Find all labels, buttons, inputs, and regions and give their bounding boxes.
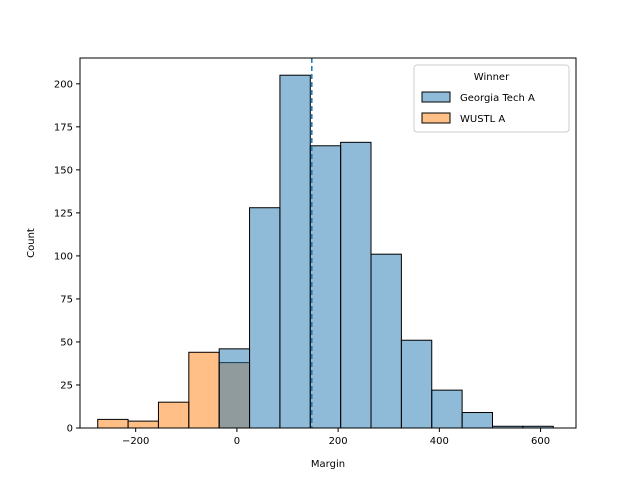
bar-georgia-tech-a-1 xyxy=(249,207,281,429)
bar-georgia-tech-a-6 xyxy=(400,339,433,429)
y-tick-label: 50 xyxy=(60,337,73,348)
bar-georgia-tech-a-8 xyxy=(461,412,493,429)
axes-layer xyxy=(79,57,577,429)
legend-title: Winner xyxy=(474,72,510,83)
legend: Winner Georgia Tech A WUSTL A xyxy=(413,64,570,133)
x-axis-label: Margin xyxy=(311,459,345,470)
x-tick-label: 600 xyxy=(531,436,550,447)
x-tick-label: −200 xyxy=(122,436,149,447)
bar-wustl-a-2 xyxy=(157,401,190,429)
y-tick-label: 175 xyxy=(54,122,73,133)
y-tick-label: 200 xyxy=(54,79,73,90)
bar-georgia-tech-a-0 xyxy=(218,348,251,429)
bar-wustl-a-1 xyxy=(127,420,159,429)
y-tick-label: 75 xyxy=(60,294,73,305)
ticks-layer: −200 0 200 400 600 0 25 50 75 100 125 150 175 200 xyxy=(54,79,550,447)
y-tick-label: 100 xyxy=(54,251,73,262)
legend-swatch-wustl-a xyxy=(421,112,451,124)
bar-georgia-tech-a-2 xyxy=(279,74,311,429)
legend-label-wustl-a: WUSTL A xyxy=(460,114,505,125)
bar-wustl-a-3 xyxy=(188,351,220,429)
x-tick-label: 200 xyxy=(329,436,348,447)
bar-georgia-tech-a-7 xyxy=(431,389,463,429)
bar-georgia-tech-a-4 xyxy=(340,141,372,429)
bars-layer xyxy=(97,74,554,429)
y-tick-label: 0 xyxy=(67,424,73,435)
legend-box xyxy=(413,64,570,133)
x-tick-label: 0 xyxy=(234,436,240,447)
x-tick-label: 400 xyxy=(430,436,449,447)
y-tick-label: 25 xyxy=(60,380,73,391)
bar-georgia-tech-a-3 xyxy=(309,145,342,429)
y-tick-label: 125 xyxy=(54,208,73,219)
bar-georgia-tech-a-5 xyxy=(370,253,402,429)
legend-swatch-georgia-tech-a xyxy=(421,91,451,103)
axes-frame xyxy=(79,57,577,429)
y-axis-label: Count xyxy=(26,228,37,258)
legend-label-georgia-tech-a: Georgia Tech A xyxy=(460,93,535,104)
y-tick-label: 150 xyxy=(54,165,73,176)
bar-wustl-a-0 xyxy=(97,418,129,429)
